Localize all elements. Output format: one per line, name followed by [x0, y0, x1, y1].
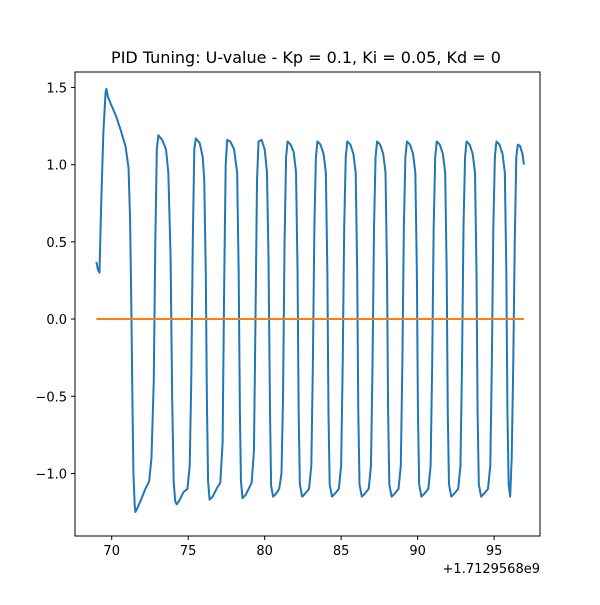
x-tick-label: 95 [486, 544, 503, 559]
series-layer [95, 87, 525, 514]
x-tick-label: 70 [103, 544, 120, 559]
y-tick-label: 0.0 [46, 313, 67, 328]
x-tick-label: 90 [409, 544, 426, 559]
x-tick-label: 75 [180, 544, 197, 559]
y-tick-label: −1.0 [35, 467, 67, 482]
y-tick-label: −0.5 [35, 390, 67, 405]
chart-title: PID Tuning: U-value - Kp = 0.1, Ki = 0.0… [111, 48, 501, 67]
x-axis-offset-label: +1.7129568e9 [443, 562, 540, 577]
axes-frame [74, 71, 541, 537]
series-line-1 [95, 87, 525, 514]
y-tick-label: 0.5 [46, 236, 67, 251]
x-tick-label: 80 [256, 544, 273, 559]
y-axis: −1.0 −0.5 0.0 0.5 1.0 1.5 [35, 81, 75, 482]
y-tick-label: 1.0 [46, 159, 67, 174]
x-axis: 70 75 80 85 90 95 [103, 536, 502, 559]
y-tick-label: 1.5 [46, 81, 67, 96]
x-tick-label: 85 [333, 544, 350, 559]
